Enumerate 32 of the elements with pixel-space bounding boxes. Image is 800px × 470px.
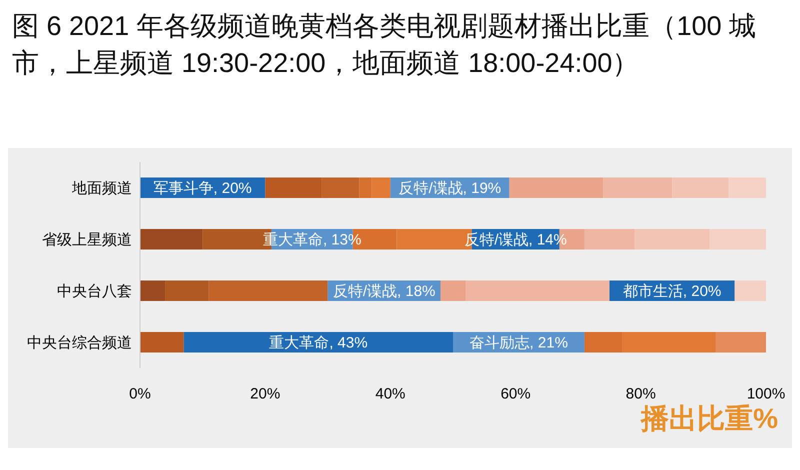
bar <box>140 228 203 250</box>
data-label: 军事斗争, 20% <box>153 180 252 198</box>
data-label: 都市生活, 20% <box>622 283 722 300</box>
bar <box>466 280 610 302</box>
x-tick-label: 100% <box>746 386 786 403</box>
bar <box>140 332 184 353</box>
bar <box>710 228 766 250</box>
bar <box>208 280 328 302</box>
bar <box>603 177 672 198</box>
data-label: 重大革命, 43% <box>269 334 368 352</box>
bar <box>584 228 635 250</box>
bar <box>716 332 766 353</box>
bar <box>509 177 604 198</box>
y-tick-label: 地面频道 <box>71 180 132 198</box>
x-axis-title: 播出比重% <box>641 403 778 434</box>
bar <box>672 177 728 198</box>
x-tick-label: 80% <box>626 386 656 403</box>
data-label: 反特/谍战, 19% <box>398 180 502 198</box>
y-tick-label: 中央台八套 <box>57 283 132 300</box>
bar <box>140 280 166 302</box>
y-tick-label: 省级上星频道 <box>42 232 132 249</box>
x-tick-label: 60% <box>500 386 531 403</box>
x-tick-label: 0% <box>129 386 151 403</box>
data-label: 反特/谍战, 18% <box>332 283 436 300</box>
bar <box>634 228 710 250</box>
x-tick-label: 20% <box>250 386 280 403</box>
y-tick-label: 中央台综合频道 <box>27 334 132 352</box>
bar <box>728 177 766 198</box>
bar <box>165 280 209 302</box>
chart-title: 图 6 2021 年各级频道晚黄档各类电视剧题材播出比重（100 城市，上星频道 19:30-22:00，地面频道 18:00-24:00） <box>11 10 758 80</box>
data-label: 奋斗励志, 21% <box>470 334 568 352</box>
x-tick-label: 40% <box>375 386 406 403</box>
